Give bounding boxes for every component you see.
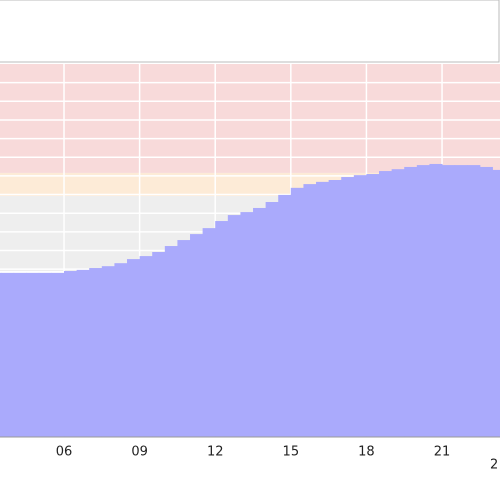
area-step — [454, 165, 468, 437]
edge-label: 2 — [490, 458, 498, 473]
area-step — [190, 234, 204, 437]
area-step — [429, 163, 443, 438]
area-step — [152, 251, 166, 437]
area-step — [139, 256, 153, 437]
area-step — [127, 259, 141, 437]
x-tick-label: 15 — [283, 445, 300, 460]
area-step — [278, 194, 292, 437]
area-step — [240, 212, 254, 437]
x-tick-label: 12 — [207, 445, 224, 460]
area-step — [442, 165, 456, 437]
x-tick-label: 06 — [56, 445, 73, 460]
area-step — [13, 272, 27, 437]
header-box — [0, 0, 500, 63]
area-step — [328, 180, 342, 438]
area-step — [379, 171, 393, 437]
area-step — [253, 207, 267, 437]
area-step — [341, 177, 355, 438]
area-step — [492, 169, 500, 437]
area-step — [38, 272, 52, 437]
area-step — [64, 271, 78, 437]
area-step — [101, 266, 115, 437]
x-tick-label: 18 — [358, 445, 375, 460]
area-step — [51, 272, 65, 437]
area-step — [467, 165, 481, 437]
area-step — [366, 174, 380, 437]
area-step — [26, 272, 40, 437]
area-step — [416, 165, 430, 437]
area-step — [479, 166, 493, 437]
area-step — [303, 184, 317, 437]
area-step — [265, 202, 279, 437]
x-tick-label: 09 — [131, 445, 148, 460]
area-step — [164, 246, 178, 437]
area-step — [404, 166, 418, 437]
area-step — [202, 228, 216, 437]
area-step — [290, 187, 304, 437]
area-step — [114, 263, 128, 437]
area-step — [76, 269, 90, 437]
area-step — [353, 175, 367, 438]
x-tick-label: 21 — [434, 445, 451, 460]
area-step — [177, 240, 191, 437]
area-step — [391, 169, 405, 437]
area-step — [316, 181, 330, 437]
area-step — [215, 221, 229, 437]
area-start — [0, 272, 2, 437]
area-step — [227, 215, 241, 437]
area-step — [89, 268, 103, 437]
area-step — [1, 272, 15, 437]
